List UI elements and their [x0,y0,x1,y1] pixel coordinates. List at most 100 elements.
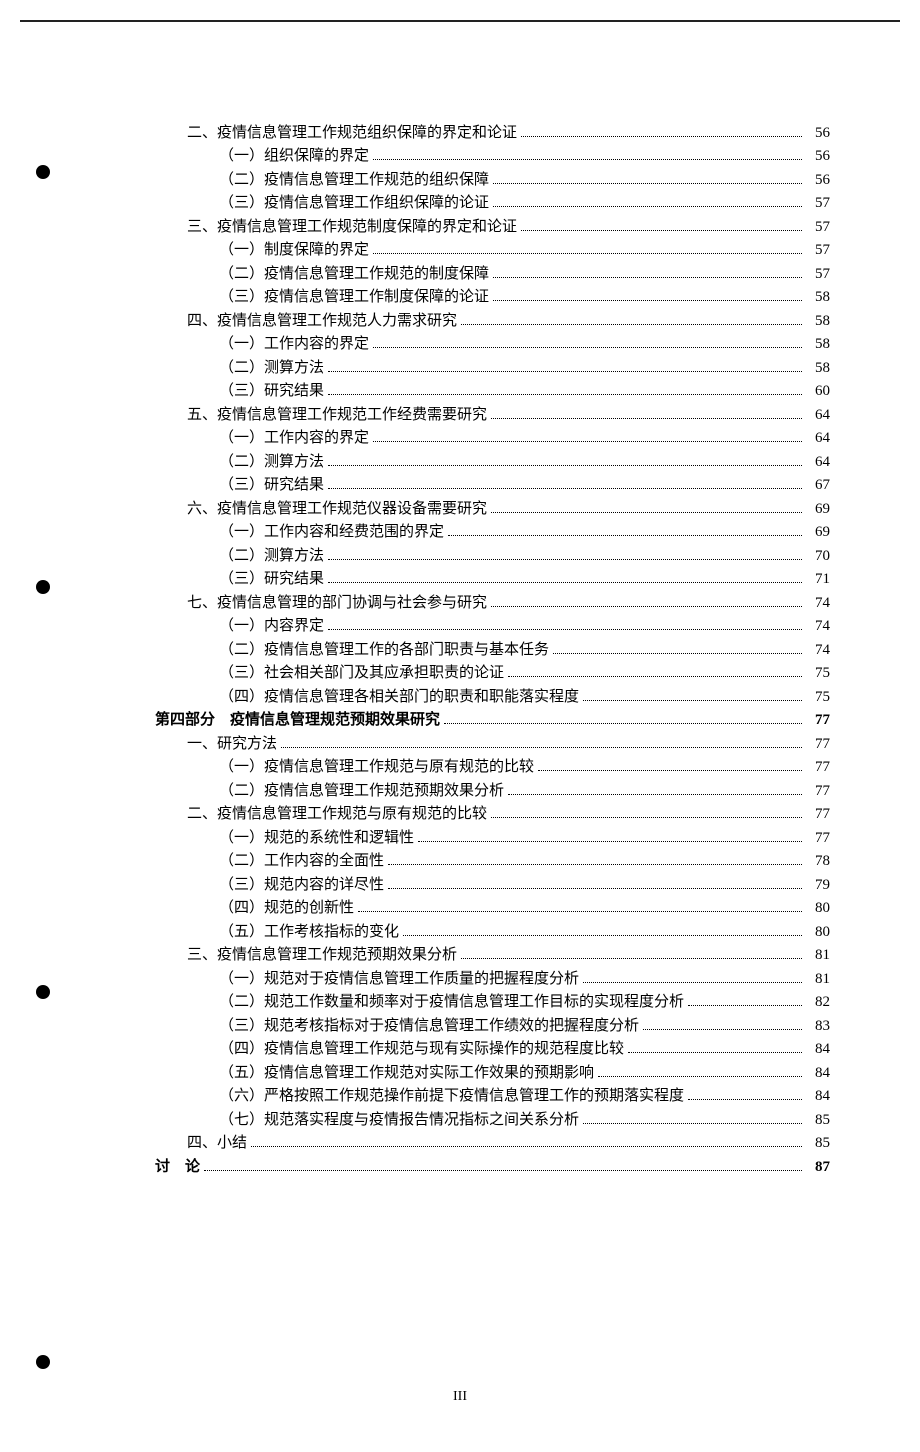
toc-entry-label: （一）内容界定 [219,616,324,637]
toc-entry-label: （六）严格按照工作规范操作前提下疫情信息管理工作的预期落实程度 [219,1086,684,1107]
toc-entry-page: 56 [806,146,830,167]
toc-entry-page: 83 [806,1016,830,1037]
toc-entry-page: 58 [806,334,830,355]
toc-leader-dots [493,300,802,301]
toc-entry-label: 三、疫情信息管理工作规范制度保障的界定和论证 [187,217,517,238]
toc-entry-label: （一）疫情信息管理工作规范与原有规范的比较 [219,757,534,778]
toc-entry-label: （一）工作内容的界定 [219,334,369,355]
toc-entry-label: 二、疫情信息管理工作规范与原有规范的比较 [187,804,487,825]
toc-entry-label: （四）疫情信息管理各相关部门的职责和职能落实程度 [219,687,579,708]
toc-leader-dots [418,841,802,842]
toc-entry-page: 85 [806,1110,830,1131]
toc-row: （四）疫情信息管理工作规范与现有实际操作的规范程度比较84 [155,1039,830,1060]
toc-leader-dots [491,418,802,419]
toc-entry-page: 60 [806,381,830,402]
toc-entry-label: （一）工作内容和经费范围的界定 [219,522,444,543]
toc-entry-page: 77 [806,734,830,755]
toc-leader-dots [521,136,802,137]
toc-entry-label: 讨 论 [155,1157,200,1178]
table-of-contents: 二、疫情信息管理工作规范组织保障的界定和论证56（一）组织保障的界定56（二）疫… [155,123,830,1178]
toc-leader-dots [583,1123,802,1124]
toc-row: （五）工作考核指标的变化80 [155,922,830,943]
toc-row: （一）工作内容的界定 58 [155,334,830,355]
toc-entry-label: 四、小结 [187,1133,247,1154]
toc-entry-label: （五）疫情信息管理工作规范对实际工作效果的预期影响 [219,1063,594,1084]
toc-leader-dots [491,606,802,607]
toc-entry-page: 57 [806,193,830,214]
toc-entry-page: 64 [806,452,830,473]
toc-entry-label: （二）测算方法 [219,452,324,473]
toc-leader-dots [583,700,802,701]
toc-entry-page: 74 [806,616,830,637]
toc-entry-label: （一）组织保障的界定 [219,146,369,167]
toc-entry-label: 七、疫情信息管理的部门协调与社会参与研究 [187,593,487,614]
toc-row: 讨 论87 [155,1157,830,1178]
toc-leader-dots [328,559,802,560]
punch-hole-icon [36,985,50,999]
toc-entry-label: 五、疫情信息管理工作规范工作经费需要研究 [187,405,487,426]
toc-row: （三）疫情信息管理工作制度保障的论证58 [155,287,830,308]
top-border-line [20,20,900,22]
toc-entry-page: 80 [806,898,830,919]
toc-entry-page: 74 [806,640,830,661]
toc-leader-dots [328,582,802,583]
toc-row: 四、疫情信息管理工作规范人力需求研究58 [155,311,830,332]
toc-entry-page: 56 [806,170,830,191]
toc-leader-dots [403,935,802,936]
toc-row: （三）规范内容的详尽性79 [155,875,830,896]
toc-leader-dots [491,817,802,818]
toc-leader-dots [491,512,802,513]
toc-entry-label: （三）研究结果 [219,475,324,496]
toc-entry-page: 69 [806,522,830,543]
toc-entry-page: 78 [806,851,830,872]
toc-row: （三）研究结果71 [155,569,830,590]
toc-entry-page: 84 [806,1063,830,1084]
toc-leader-dots [538,770,802,771]
toc-row: （三）研究结果60 [155,381,830,402]
toc-entry-label: （二）疫情信息管理工作规范的组织保障 [219,170,489,191]
toc-entry-label: （五）工作考核指标的变化 [219,922,399,943]
toc-row: （二）疫情信息管理工作规范预期效果分析77 [155,781,830,802]
toc-leader-dots [521,230,802,231]
toc-row: （一）工作内容和经费范围的界定 69 [155,522,830,543]
toc-entry-label: （三）疫情信息管理工作制度保障的论证 [219,287,489,308]
toc-entry-page: 74 [806,593,830,614]
toc-row: （三）社会相关部门及其应承担职责的论证75 [155,663,830,684]
toc-row: （一）制度保障的界定57 [155,240,830,261]
toc-entry-label: （一）工作内容的界定 [219,428,369,449]
toc-row: 四、小结85 [155,1133,830,1154]
toc-leader-dots [328,629,802,630]
toc-leader-dots [583,982,802,983]
toc-entry-label: 六、疫情信息管理工作规范仪器设备需要研究 [187,499,487,520]
toc-entry-label: （二）工作内容的全面性 [219,851,384,872]
toc-leader-dots [628,1052,802,1053]
toc-entry-label: （三）疫情信息管理工作组织保障的论证 [219,193,489,214]
toc-entry-label: （三）社会相关部门及其应承担职责的论证 [219,663,504,684]
toc-entry-page: 56 [806,123,830,144]
toc-entry-label: （二）疫情信息管理工作规范的制度保障 [219,264,489,285]
toc-entry-page: 67 [806,475,830,496]
toc-entry-page: 84 [806,1086,830,1107]
toc-entry-label: 四、疫情信息管理工作规范人力需求研究 [187,311,457,332]
toc-row: （一）组织保障的界定 56 [155,146,830,167]
toc-leader-dots [493,206,802,207]
toc-entry-label: 二、疫情信息管理工作规范组织保障的界定和论证 [187,123,517,144]
toc-leader-dots [328,465,802,466]
toc-row: （五）疫情信息管理工作规范对实际工作效果的预期影响 84 [155,1063,830,1084]
toc-entry-page: 71 [806,569,830,590]
toc-leader-dots [328,488,802,489]
toc-entry-page: 77 [806,804,830,825]
toc-leader-dots [373,253,802,254]
toc-row: （三）研究结果 67 [155,475,830,496]
toc-entry-page: 81 [806,945,830,966]
toc-row: （二）疫情信息管理工作规范的组织保障 56 [155,170,830,191]
toc-entry-page: 77 [806,828,830,849]
toc-row: （三）疫情信息管理工作组织保障的论证 57 [155,193,830,214]
toc-row: （二）疫情信息管理工作规范的制度保障57 [155,264,830,285]
toc-entry-page: 57 [806,217,830,238]
toc-leader-dots [493,183,802,184]
toc-entry-page: 64 [806,428,830,449]
toc-entry-label: （一）规范的系统性和逻辑性 [219,828,414,849]
toc-leader-dots [508,676,802,677]
toc-entry-page: 64 [806,405,830,426]
